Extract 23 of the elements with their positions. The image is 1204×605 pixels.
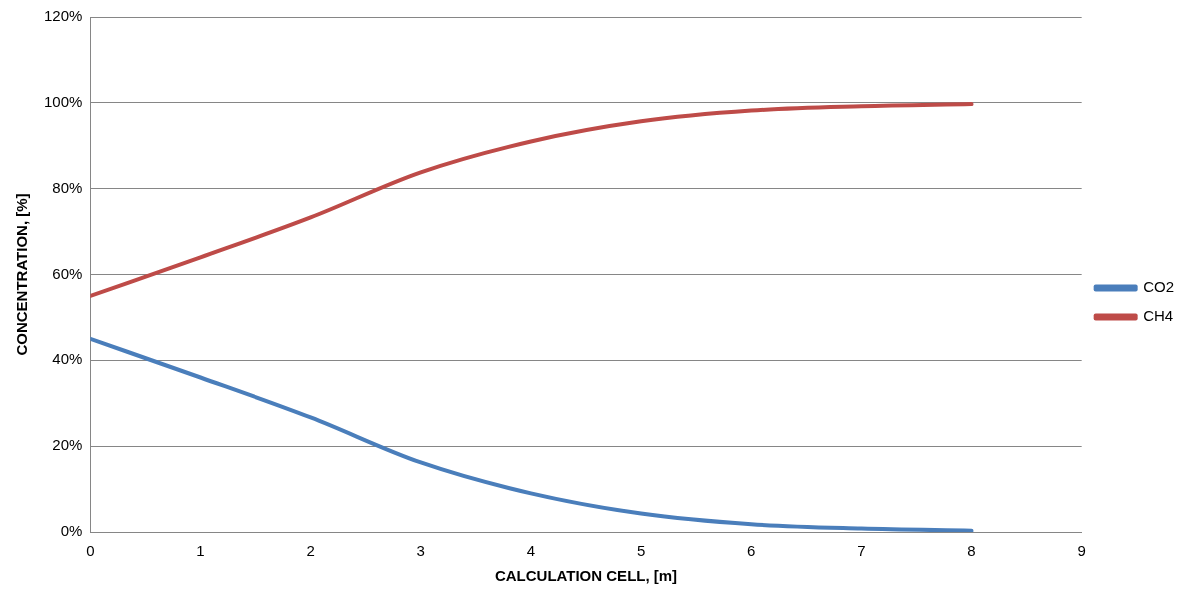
x-tick-label: 0 <box>86 542 95 560</box>
y-tick-label: 120% <box>43 7 83 25</box>
x-tick-label: 2 <box>306 542 315 560</box>
x-tick-label: 8 <box>967 542 976 560</box>
y-tick-label: 100% <box>43 92 83 110</box>
x-tick-label: 7 <box>857 542 866 560</box>
y-tick-label: 80% <box>52 178 83 196</box>
x-tick-label: 5 <box>636 542 646 560</box>
x-tick-label: 3 <box>416 542 425 560</box>
y-tick-label: 40% <box>52 350 83 368</box>
y-tick-label: 0% <box>60 522 83 540</box>
legend-label: CO2 <box>1143 278 1174 296</box>
legend-label: CH4 <box>1143 307 1174 325</box>
line-series <box>90 102 974 298</box>
x-tick-label: 6 <box>747 542 756 560</box>
y-axis-title: CONCENTRATION, [%] <box>13 193 31 356</box>
x-tick-label: 1 <box>196 542 205 560</box>
line-series <box>90 336 974 532</box>
y-tick-label: 60% <box>52 264 83 282</box>
x-tick-label: 9 <box>1077 542 1086 560</box>
y-tick-label: 20% <box>52 436 83 454</box>
x-tick-label: 4 <box>526 542 536 560</box>
x-axis-title: CALCULATION CELL, [m] <box>494 567 678 585</box>
